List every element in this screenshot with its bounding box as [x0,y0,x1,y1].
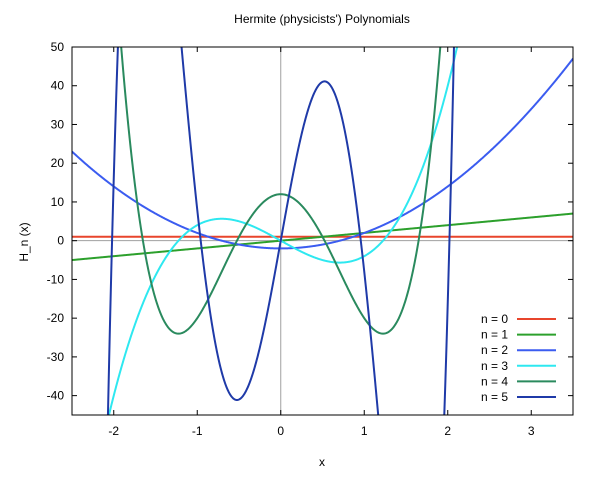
x-tick-label: 3 [528,424,535,438]
y-axis-label: H_n (x) [17,222,31,261]
plot-area [72,47,573,415]
y-tick-label: 20 [51,156,65,170]
y-tick-label: -20 [47,311,65,325]
series-line-n5 [106,47,455,415]
y-tick-label: -30 [47,350,65,364]
x-tick-label: 2 [444,424,451,438]
x-tick-label: -1 [192,424,203,438]
plot-frame [71,46,574,416]
y-tick-label: 10 [51,195,65,209]
series-line-n4 [120,47,442,335]
legend-label-n2: n = 2 [481,343,508,357]
x-tick-label: 0 [277,424,284,438]
series-line-n3 [107,47,459,415]
legend-label-n5: n = 5 [481,390,508,404]
legend-label-n0: n = 0 [481,312,508,326]
y-tick-label: 40 [51,79,65,93]
legend-label-n4: n = 4 [481,374,508,388]
y-tick-label: -10 [47,272,65,286]
chart-title: Hermite (physicists') Polynomials [234,12,410,26]
x-tick-label: -2 [108,424,119,438]
y-tick-label: -40 [47,389,65,403]
legend: n = 0 n = 1n = 2 n = 3n = 4 n = 5 [481,312,556,404]
legend-label-n3: n = 3 [481,359,508,373]
legend-label-n1: n = 1 [481,328,508,342]
series-line-n2 [72,58,573,250]
x-tick-label: 1 [361,424,368,438]
y-tick-label: 0 [57,234,64,248]
x-axis-label: x [319,455,325,469]
y-tick-label: 30 [51,117,65,131]
y-tick-label: 50 [51,40,65,54]
